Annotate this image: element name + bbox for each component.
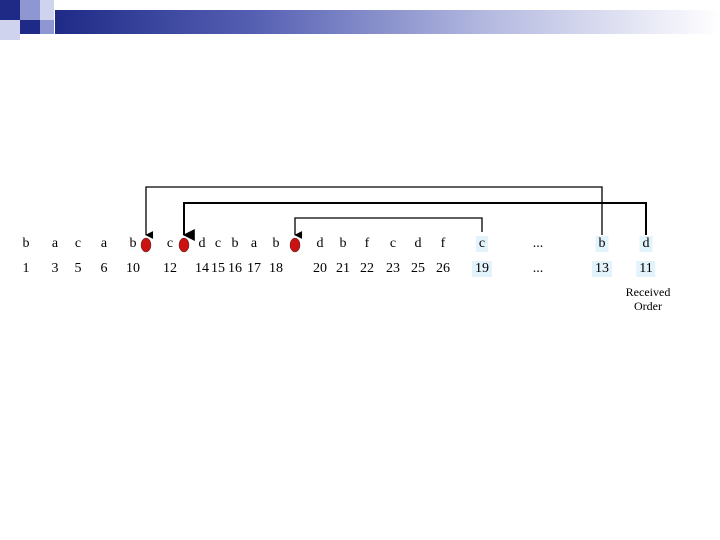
number-entry-17: 19 <box>472 261 492 277</box>
number-entry-18: ... <box>532 261 544 276</box>
letter-entry-10: b <box>272 236 280 251</box>
number-entry-1: 3 <box>51 261 59 276</box>
letter-entry-16: f <box>440 236 446 251</box>
reorder-arrow-2 <box>294 217 483 239</box>
number-entry-9: 17 <box>247 261 261 276</box>
letter-entry-1: a <box>51 236 59 251</box>
letter-entry-6: d <box>198 236 206 251</box>
number-entry-10: 18 <box>269 261 283 276</box>
number-entry-16: 26 <box>436 261 450 276</box>
letter-entry-13: f <box>364 236 370 251</box>
letter-entry-20: d <box>639 236 653 252</box>
number-entry-7: 15 <box>211 261 225 276</box>
letter-entry-14: c <box>389 236 397 251</box>
title-banner <box>55 10 720 34</box>
number-entry-5: 12 <box>163 261 177 276</box>
red-marker-2 <box>289 237 301 253</box>
number-entry-12: 21 <box>336 261 350 276</box>
caption-line-1: Received <box>625 285 671 299</box>
number-entry-11: 20 <box>313 261 327 276</box>
number-entry-20: 11 <box>636 261 656 277</box>
letter-entry-17: c <box>475 236 489 252</box>
number-entry-3: 6 <box>100 261 108 276</box>
decor-square-1 <box>0 0 20 20</box>
reorder-arrow-1 <box>182 202 647 241</box>
number-entry-15: 25 <box>411 261 425 276</box>
letter-entry-0: b <box>22 236 30 251</box>
received-order-caption: Received Order <box>626 285 671 313</box>
number-entry-4: 10 <box>126 261 140 276</box>
number-entry-14: 23 <box>386 261 400 276</box>
decor-square-4 <box>0 20 20 40</box>
decor-square-2 <box>20 0 40 20</box>
letter-entry-19: b <box>595 236 609 252</box>
letter-entry-12: b <box>339 236 347 251</box>
decor-square-5 <box>20 20 40 34</box>
number-entry-19: 13 <box>592 261 612 277</box>
caption-line-2: Order <box>634 299 662 313</box>
decor-square-6 <box>40 20 54 34</box>
number-entry-2: 5 <box>74 261 82 276</box>
letter-entry-2: c <box>74 236 82 251</box>
number-entry-6: 14 <box>195 261 209 276</box>
letter-entry-9: a <box>250 236 258 251</box>
decor-square-3 <box>40 0 54 20</box>
letter-entry-18: ... <box>532 236 544 251</box>
letter-entry-3: a <box>100 236 108 251</box>
letter-entry-11: d <box>316 236 324 251</box>
letter-entry-7: c <box>214 236 222 251</box>
number-entry-0: 1 <box>22 261 30 276</box>
letter-entry-5: c <box>166 236 174 251</box>
letter-entry-4: b <box>129 236 137 251</box>
red-marker-0 <box>140 237 152 253</box>
letter-entry-15: d <box>414 236 422 251</box>
red-marker-1 <box>178 237 190 253</box>
letter-entry-8: b <box>231 236 239 251</box>
number-entry-8: 16 <box>228 261 242 276</box>
number-entry-13: 22 <box>360 261 374 276</box>
reorder-arrow-0 <box>145 186 603 239</box>
